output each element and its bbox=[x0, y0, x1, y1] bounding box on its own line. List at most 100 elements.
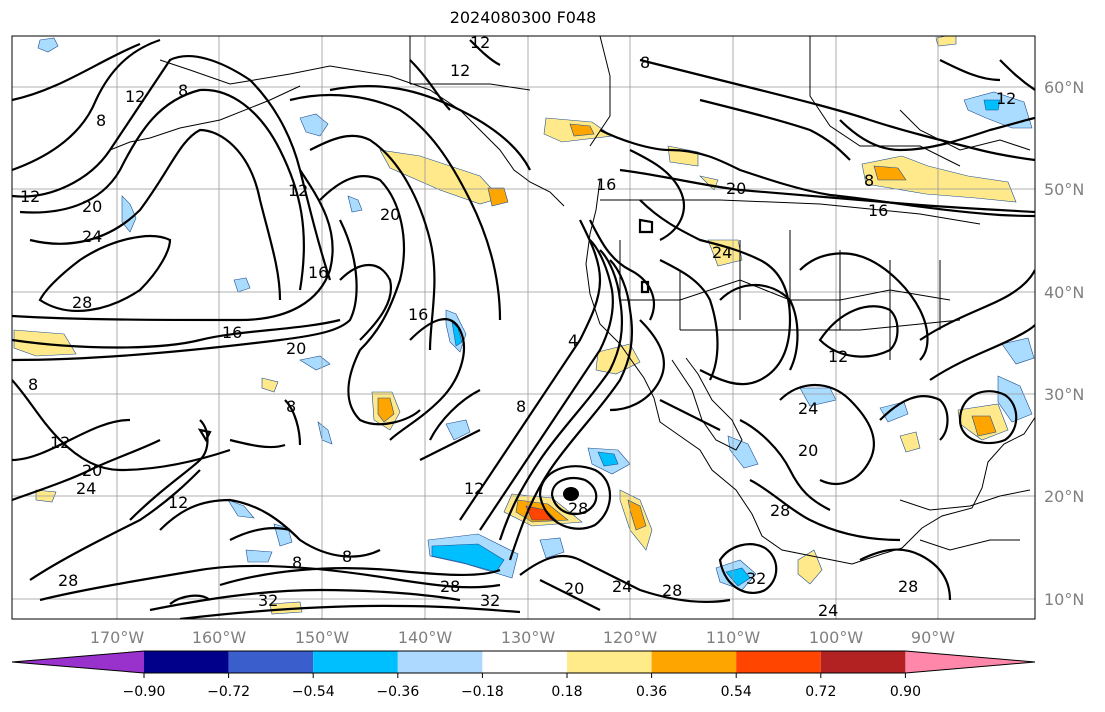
colorbar-bin bbox=[482, 651, 567, 673]
colorbar bbox=[11, 650, 1036, 674]
lon-label: 100°W bbox=[809, 628, 864, 647]
shade-blue-patch bbox=[245, 549, 273, 563]
contour-label: 20 bbox=[726, 179, 746, 198]
contour-label: 8 bbox=[640, 53, 650, 72]
coastlines bbox=[109, 36, 1035, 565]
shade-orange-patch bbox=[377, 397, 395, 423]
lon-label: 90°W bbox=[911, 628, 955, 647]
contour-label: 20 bbox=[798, 441, 818, 460]
contour-label: 32 bbox=[480, 591, 500, 610]
shade-yellow-patch bbox=[707, 239, 743, 267]
contour-label: 28 bbox=[770, 501, 790, 520]
lon-labels: 170°W 160°W 150°W 140°W 130°W 120°W 110°… bbox=[90, 628, 955, 647]
contour-label: 12 bbox=[125, 87, 145, 106]
shade-blue-patch bbox=[879, 401, 909, 423]
contour-label: 28 bbox=[58, 571, 78, 590]
contour-label: 28 bbox=[72, 293, 92, 312]
contour-label: 32 bbox=[746, 569, 766, 588]
colorbar-bin bbox=[820, 651, 906, 673]
colorbar-tick-label: −0.54 bbox=[292, 684, 335, 700]
contour-label: 20 bbox=[564, 579, 584, 598]
colorbar-over bbox=[905, 651, 1035, 673]
contour-label: 12 bbox=[828, 347, 848, 366]
contour-label: 12 bbox=[996, 89, 1016, 108]
contour-label: 12 bbox=[288, 181, 308, 200]
colorbar-ticks: −0.90 −0.72 −0.54 −0.36 −0.18 0.18 0.36 … bbox=[123, 673, 921, 700]
contour-label: 12 bbox=[50, 433, 70, 452]
colorbar-tick-label: −0.36 bbox=[376, 684, 419, 700]
contour-label: 12 bbox=[450, 61, 470, 80]
contour-label: 8 bbox=[28, 375, 38, 394]
lon-label: 130°W bbox=[501, 628, 556, 647]
shade-blue-patch bbox=[539, 537, 565, 559]
shade-blue-patch bbox=[1001, 337, 1035, 365]
contour-label: 20 bbox=[82, 197, 102, 216]
colorbar-tick-label: 0.72 bbox=[805, 684, 836, 700]
lon-label: 150°W bbox=[295, 628, 350, 647]
contour-lines bbox=[12, 38, 1035, 619]
shade-yellow-patch bbox=[261, 377, 279, 393]
shade-blue-patch bbox=[997, 375, 1033, 423]
colorbar-bin bbox=[313, 651, 398, 673]
contour-label: 12 bbox=[168, 493, 188, 512]
colorbar-bin bbox=[144, 651, 229, 673]
shade-blue-patch bbox=[299, 355, 331, 371]
contour-label: 24 bbox=[82, 227, 102, 246]
colorbar-bin bbox=[228, 651, 314, 673]
shade-blue-patch bbox=[37, 37, 59, 53]
lon-label: 120°W bbox=[603, 628, 658, 647]
colorbar-under bbox=[12, 651, 144, 673]
colorbar-bin bbox=[736, 651, 821, 673]
contour-labels: 12 12 8 8 16 8 12 20 24 28 12 12 20 16 1… bbox=[20, 33, 1016, 620]
contour-label: 28 bbox=[898, 577, 918, 596]
shade-orange-patch bbox=[569, 123, 595, 137]
shade-blue-patch bbox=[227, 499, 255, 519]
shade-orange-patch bbox=[487, 187, 509, 207]
lat-label: 30°N bbox=[1044, 385, 1084, 404]
contour-label: 8 bbox=[178, 81, 188, 100]
contour-label: 12 bbox=[470, 33, 490, 52]
shade-orange-patch bbox=[971, 415, 997, 437]
contour-label: 20 bbox=[380, 205, 400, 224]
lat-label: 60°N bbox=[1044, 78, 1084, 97]
shade-yellow-patch bbox=[899, 431, 921, 453]
contour-label: 12 bbox=[464, 479, 484, 498]
colorbar-tick-label: −0.72 bbox=[207, 684, 250, 700]
contour-label: 24 bbox=[76, 479, 96, 498]
colorbar-tick-label: −0.18 bbox=[461, 684, 504, 700]
shade-blue-patch bbox=[445, 419, 471, 441]
contour-label: 20 bbox=[82, 461, 102, 480]
contour-label: 32 bbox=[258, 591, 278, 610]
shade-blue-patch bbox=[121, 195, 137, 233]
shade-blue-patch bbox=[725, 567, 751, 587]
shade-yellow-patch bbox=[379, 149, 501, 205]
shade-blue-patch bbox=[347, 195, 363, 213]
colorbar-tick-label: 0.54 bbox=[721, 684, 752, 700]
contour-label: 8 bbox=[292, 553, 302, 572]
shade-yellow-patch bbox=[935, 36, 957, 47]
lat-labels: 60°N 50°N 40°N 30°N 20°N 10°N bbox=[1044, 78, 1084, 609]
map-frame bbox=[11, 35, 1036, 620]
contour-label: 24 bbox=[798, 399, 818, 418]
lat-label: 40°N bbox=[1044, 283, 1084, 302]
contour-label: 16 bbox=[308, 263, 328, 282]
colorbar-bin bbox=[567, 651, 652, 673]
shade-blue-patch bbox=[233, 277, 251, 293]
lon-label: 140°W bbox=[398, 628, 453, 647]
lat-label: 50°N bbox=[1044, 180, 1084, 199]
lon-label: 160°W bbox=[192, 628, 247, 647]
contour-label: 24 bbox=[818, 601, 838, 620]
map-title: 2024080300 F048 bbox=[449, 8, 597, 27]
shade-blue-patch bbox=[299, 113, 329, 137]
colorbar-bin bbox=[397, 651, 483, 673]
shade-blue-patch bbox=[451, 321, 463, 347]
lon-label: 170°W bbox=[90, 628, 145, 647]
contour-label: 16 bbox=[222, 323, 242, 342]
colorbar-tick-label: 0.90 bbox=[890, 684, 921, 700]
shade-orange-patch bbox=[873, 165, 907, 181]
colorbar-tick-label: 0.18 bbox=[551, 684, 582, 700]
contour-label: 8 bbox=[864, 171, 874, 190]
contour-label: 16 bbox=[596, 175, 616, 194]
lat-label: 20°N bbox=[1044, 487, 1084, 506]
